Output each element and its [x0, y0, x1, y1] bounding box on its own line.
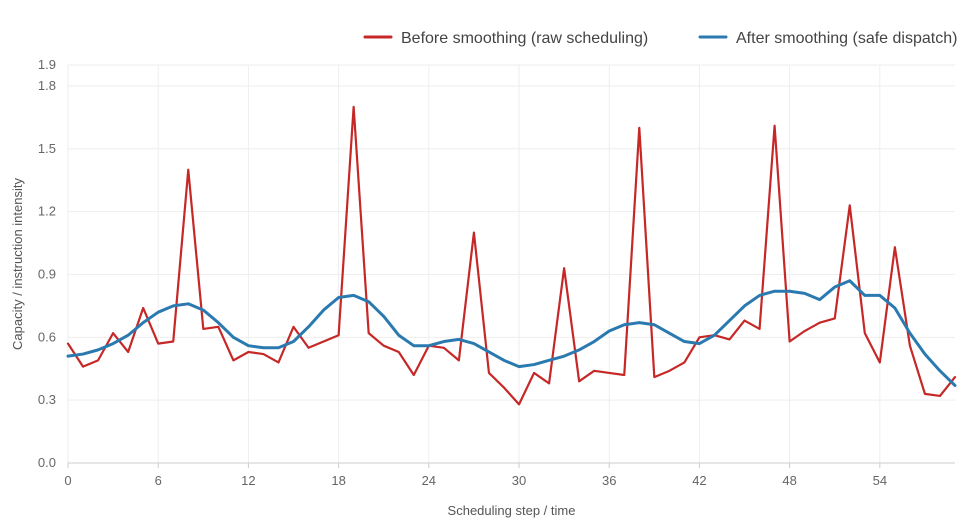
y-tick-label: 0.3: [38, 392, 56, 407]
x-tick-label: 48: [782, 473, 796, 488]
y-axis-title: Capacity / instruction intensity: [10, 178, 25, 350]
x-tick-label: 30: [512, 473, 526, 488]
x-axis-title: Scheduling step / time: [448, 503, 576, 518]
x-tick-label: 12: [241, 473, 255, 488]
y-tick-label: 1.8: [38, 78, 56, 93]
legend-item-after-smoothing[interactable]: After smoothing (safe dispatch): [698, 30, 957, 47]
x-tick-label: 18: [331, 473, 345, 488]
y-tick-label: 0.6: [38, 329, 56, 344]
x-tick-label: 54: [873, 473, 887, 488]
x-tick-label: 6: [155, 473, 162, 488]
y-tick-label: 0.0: [38, 455, 56, 470]
legend-item-before-smoothing[interactable]: Before smoothing (raw scheduling): [363, 30, 648, 47]
y-tick-label: 1.5: [38, 141, 56, 156]
series-line-after-smoothing: [66, 279, 957, 387]
y-tick-label: 1.9: [38, 57, 56, 72]
x-tick-label: 24: [422, 473, 436, 488]
legend-label: Before smoothing (raw scheduling): [401, 30, 648, 47]
legend-label: After smoothing (safe dispatch): [736, 30, 957, 47]
axes: 0.0 0.3 0.6 0.9 1.2 1.5 1.8 1.9 0 6 12 18 24 30 36 42 48…: [38, 57, 955, 488]
y-tick-label: 0.9: [38, 266, 56, 281]
series-line-before-smoothing: [66, 105, 957, 406]
x-tick-label: 0: [64, 473, 71, 488]
x-tick-label: 42: [692, 473, 706, 488]
grid: [67, 64, 955, 464]
x-tick-label: 36: [602, 473, 616, 488]
legend: Before smoothing (raw scheduling) After s…: [363, 30, 957, 47]
series-lines: [66, 105, 957, 406]
y-tick-label: 1.2: [38, 204, 56, 219]
